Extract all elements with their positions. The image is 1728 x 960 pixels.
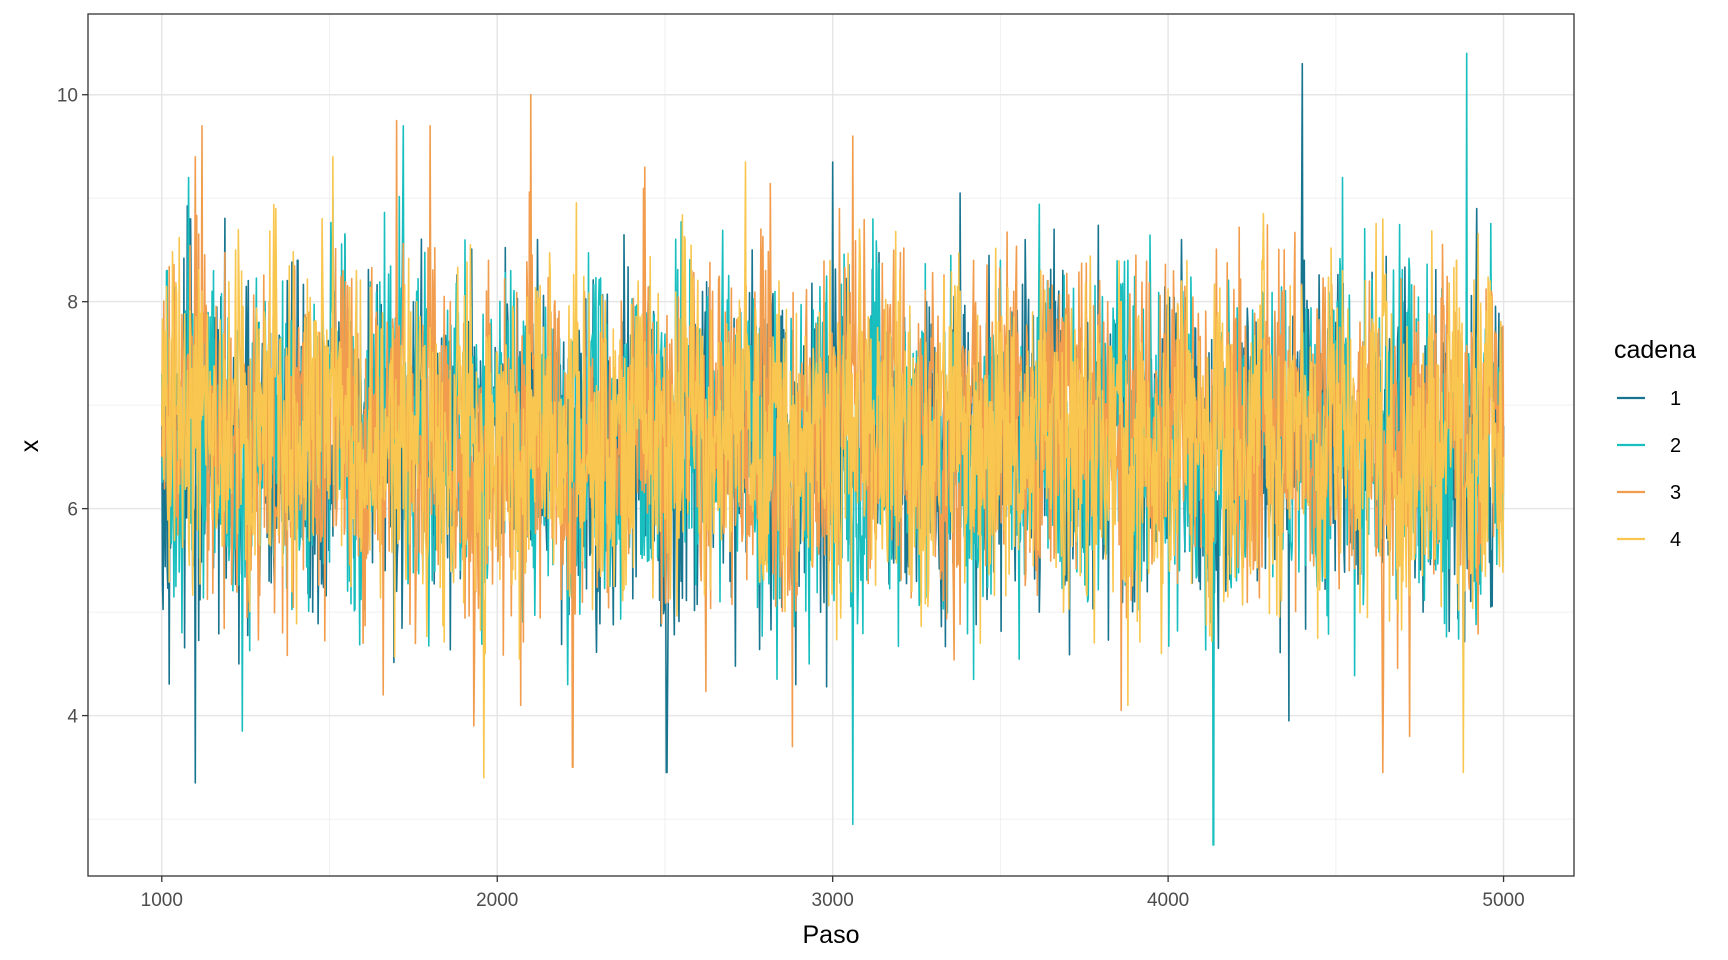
y-tick-label: 6 [67,500,78,521]
legend-label-1: 1 [1670,388,1681,410]
x-axis-title: Paso [803,921,860,949]
legend: cadena 1 2 3 4 [1614,336,1696,551]
x-axis: 1000 2000 3000 4000 5000 [141,876,1525,911]
y-tick-label: 8 [67,293,78,314]
x-tick-label: 5000 [1482,890,1524,911]
legend-label-3: 3 [1670,482,1681,504]
legend-title: cadena [1614,336,1696,364]
series-lines [161,52,1505,846]
series-line-4 [161,156,1505,779]
x-tick-label: 3000 [812,890,854,911]
legend-label-4: 4 [1670,529,1681,551]
y-axis: 4 6 8 10 [57,86,88,728]
y-axis-title: x [16,439,44,452]
legend-label-2: 2 [1670,435,1681,457]
panel-border [87,13,1575,877]
x-tick-label: 1000 [141,890,183,911]
y-tick-label: 10 [57,86,78,107]
y-tick-label: 4 [67,707,78,728]
x-tick-label: 2000 [476,890,518,911]
x-tick-label: 4000 [1147,890,1189,911]
